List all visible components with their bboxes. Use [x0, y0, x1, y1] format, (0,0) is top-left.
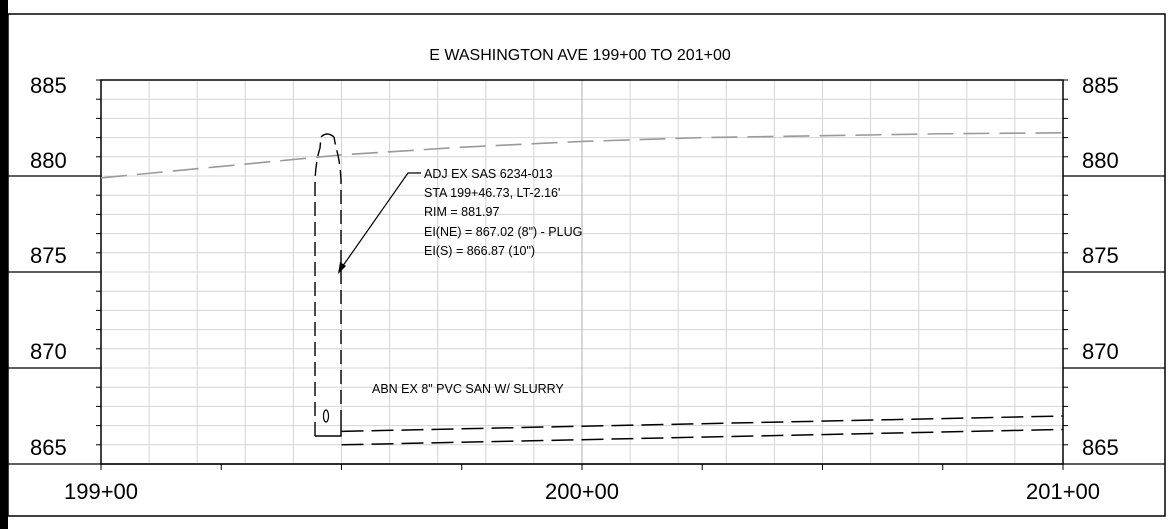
existing-ground-line — [100, 132, 1064, 179]
station-label: 199+00 — [64, 479, 138, 504]
elevation-label: 865 — [1082, 435, 1119, 460]
elevation-label: 885 — [1082, 73, 1119, 98]
pipe-line — [341, 428, 1064, 446]
leader-line — [339, 172, 421, 271]
elevation-labels-right: 885 880 875 870 865 — [1082, 73, 1119, 460]
manhole-base — [315, 424, 342, 437]
elevation-label: 870 — [30, 339, 67, 364]
manhole-structure — [314, 133, 342, 437]
station-label: 200+00 — [545, 479, 619, 504]
elevation-label: 870 — [1082, 339, 1119, 364]
manhole-top — [320, 133, 335, 138]
profile-title: E WASHINGTON AVE 199+00 TO 201+00 — [429, 47, 731, 64]
structure-note-line: STA 199+46.73, LT-2.16' — [424, 186, 560, 200]
pipe-note: ABN EX 8" PVC SAN W/ SLURRY — [372, 382, 564, 396]
structure-note-line: EI(S) = 866.87 (10") — [424, 244, 535, 258]
structure-note: ADJ EX SAS 6234-013 STA 199+46.73, LT-2.… — [424, 167, 582, 258]
elevation-label: 880 — [1082, 148, 1119, 173]
structure-note-line: RIM = 881.97 — [424, 205, 499, 219]
structure-note-line: ADJ EX SAS 6234-013 — [424, 167, 553, 181]
elevation-label: 885 — [30, 73, 67, 98]
manhole-left-wall — [314, 136, 322, 436]
manhole-right-wall — [333, 136, 342, 424]
pipe-line — [341, 415, 1064, 433]
structure-leader — [338, 172, 421, 274]
station-label: 201+00 — [1026, 479, 1100, 504]
structure-note-line: EI(NE) = 867.02 (8") - PLUG — [424, 225, 582, 239]
elevation-label: 875 — [30, 243, 67, 268]
profile-plot-border — [100, 79, 1064, 465]
sheet-left-border — [0, 0, 8, 529]
leader-arrowhead — [338, 262, 346, 274]
elevation-label: 875 — [1082, 243, 1119, 268]
sheet-frame — [7, 13, 1166, 517]
manhole-invert-marker — [322, 409, 330, 423]
elevation-label: 865 — [30, 435, 67, 460]
profile-grid — [100, 79, 1064, 470]
profile-series — [100, 132, 1064, 446]
elevation-labels-left: 885 880 875 870 865 — [30, 73, 67, 460]
station-labels: 199+00 200+00 201+00 — [64, 479, 1100, 504]
elevation-label: 880 — [30, 148, 67, 173]
